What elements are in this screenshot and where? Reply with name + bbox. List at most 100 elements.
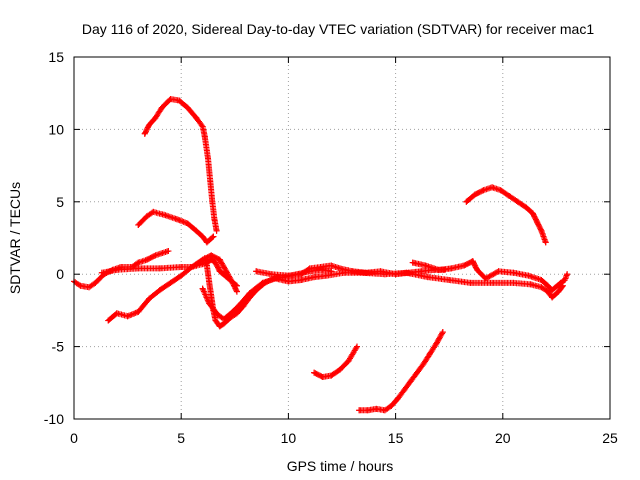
data-point: [362, 269, 369, 276]
data-point: [210, 233, 217, 240]
data-point: [156, 265, 163, 272]
data-point: [401, 387, 408, 394]
data-point: [323, 272, 330, 279]
data-point: [542, 239, 549, 246]
data-point: [317, 263, 324, 270]
data-point: [199, 285, 206, 292]
data-point: [345, 358, 352, 365]
data-point: [463, 198, 470, 205]
data-point: [205, 155, 211, 162]
data-point: [497, 187, 504, 194]
data-point: [206, 278, 213, 285]
data-point: [328, 372, 335, 379]
data-point: [113, 266, 120, 273]
data-point: [529, 210, 536, 217]
data-point: [158, 104, 165, 111]
data-point: [156, 287, 163, 294]
y-tick-label: -5: [52, 339, 65, 355]
data-point: [92, 279, 99, 286]
x-tick-label: 0: [70, 430, 78, 446]
data-point: [253, 268, 260, 275]
data-point: [561, 276, 568, 283]
data-point: [105, 317, 112, 324]
y-axis-label: SDTVAR / TECUs: [7, 182, 23, 294]
data-point: [471, 191, 478, 198]
data-point: [564, 271, 571, 278]
data-point: [229, 308, 236, 315]
data-point: [143, 213, 150, 220]
data-point: [467, 279, 474, 286]
data-point: [238, 300, 245, 307]
data-point: [349, 268, 356, 275]
data-point: [538, 227, 545, 234]
data-point: [199, 123, 206, 130]
data-point: [394, 395, 401, 402]
data-point: [184, 220, 191, 227]
data-point: [135, 265, 142, 272]
data-point: [381, 407, 388, 414]
x-tick-label: 5: [177, 430, 185, 446]
data-point: [407, 378, 414, 385]
data-point: [527, 281, 534, 288]
data-point: [422, 262, 429, 269]
series-track-11: [311, 343, 361, 381]
data-point: [203, 239, 210, 246]
data-point: [77, 282, 84, 289]
data-point: [135, 308, 142, 315]
data-point: [165, 248, 172, 255]
data-points: [71, 95, 571, 414]
data-point: [216, 256, 223, 263]
y-tick-label: 15: [48, 49, 64, 65]
series-track-12: [356, 329, 446, 414]
data-point: [199, 233, 206, 240]
data-point: [336, 265, 343, 272]
data-point: [418, 268, 425, 275]
series-track-3: [105, 252, 240, 324]
data-point: [184, 104, 191, 111]
data-point: [203, 262, 210, 269]
data-point: [223, 268, 230, 275]
data-point: [207, 177, 214, 184]
data-point: [373, 405, 380, 412]
data-point: [388, 402, 395, 409]
data-point: [482, 275, 489, 282]
data-point: [489, 184, 496, 191]
data-point: [152, 252, 159, 259]
data-point: [549, 294, 556, 301]
data-point: [506, 193, 513, 200]
data-point: [178, 263, 185, 270]
data-point: [178, 272, 185, 279]
x-tick-label: 20: [495, 430, 511, 446]
data-point: [141, 130, 148, 137]
data-point: [354, 343, 361, 350]
data-point: [285, 272, 292, 279]
data-point: [364, 407, 371, 414]
data-point: [285, 278, 292, 285]
data-point: [538, 284, 545, 291]
series-marks: [105, 252, 240, 324]
data-point: [233, 282, 240, 289]
series-track-2: [135, 208, 217, 246]
data-point: [124, 313, 131, 320]
data-point: [448, 265, 455, 272]
axis-ticks: 0 5 10 15 20 25 -10 -5 0 5 10 15: [44, 49, 618, 446]
data-point: [523, 204, 530, 211]
y-tick-label: 5: [56, 194, 64, 210]
data-point: [426, 350, 433, 357]
data-point: [328, 262, 335, 269]
data-point: [392, 271, 399, 278]
x-tick-label: 25: [602, 430, 618, 446]
data-point: [146, 122, 153, 129]
data-point: [319, 374, 326, 381]
data-point: [176, 97, 183, 104]
series-track-10: [463, 184, 549, 246]
series-marks: [311, 343, 360, 380]
data-point: [534, 219, 541, 226]
data-point: [225, 275, 232, 282]
y-tick-label: -10: [44, 411, 64, 427]
data-point: [212, 317, 219, 324]
data-point: [409, 259, 416, 266]
data-point: [414, 369, 421, 376]
data-point: [193, 114, 200, 121]
